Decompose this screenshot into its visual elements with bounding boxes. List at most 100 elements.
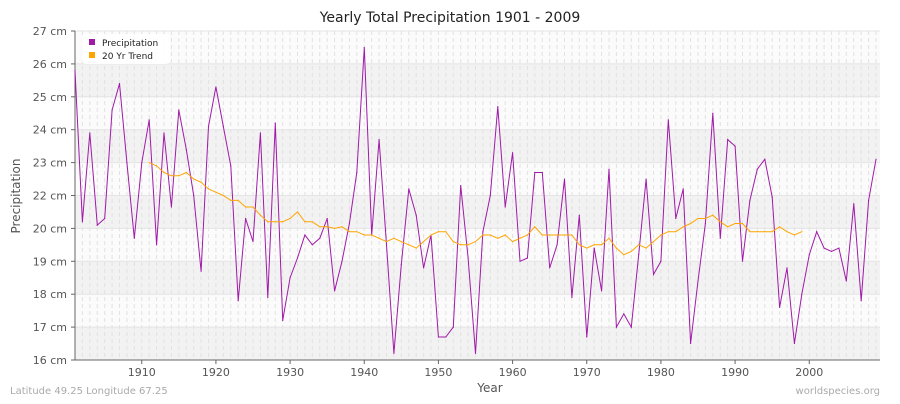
- trend-point: [393, 237, 395, 239]
- precipitation-point: [764, 158, 766, 160]
- precipitation-point: [741, 260, 744, 262]
- precipitation-point: [445, 336, 447, 338]
- x-axis-label: Year: [476, 381, 502, 395]
- y-tick-label: 16 cm: [33, 354, 67, 367]
- trend-point: [489, 234, 491, 236]
- trend-point: [504, 234, 506, 236]
- x-tick-label: 1930: [276, 366, 304, 379]
- precipitation-point: [207, 125, 210, 128]
- legend-label-trend: 20 Yr Trend: [102, 52, 153, 62]
- trend-point: [645, 247, 647, 249]
- precipitation-point: [719, 237, 721, 239]
- precipitation-point: [853, 203, 855, 205]
- precipitation-point: [801, 293, 803, 295]
- trend-point: [170, 175, 173, 177]
- x-tick-label: 1940: [350, 366, 378, 379]
- y-tick-label: 23 cm: [33, 157, 67, 170]
- trend-point: [296, 211, 299, 213]
- precipitation-point: [808, 254, 810, 256]
- trend-point: [727, 226, 729, 228]
- precipitation-point: [571, 296, 573, 299]
- trend-point: [749, 231, 751, 233]
- x-tick-label: 1980: [647, 366, 675, 379]
- precipitation-point: [296, 257, 299, 259]
- y-tick-label: 27 cm: [33, 25, 67, 38]
- trend-point: [163, 171, 165, 174]
- trend-point: [319, 226, 321, 228]
- precipitation-point: [133, 237, 135, 239]
- precipitation-point: [534, 171, 536, 174]
- precipitation-point: [630, 326, 632, 328]
- trend-point: [400, 240, 402, 243]
- trend-point: [600, 244, 603, 246]
- trend-point: [341, 226, 343, 228]
- precipitation-point: [652, 273, 655, 276]
- trend-point: [215, 191, 217, 193]
- y-tick-label: 22 cm: [33, 190, 67, 203]
- precipitation-point: [267, 296, 269, 299]
- legend: Precipitation 20 Yr Trend: [82, 34, 170, 64]
- trend-point: [415, 247, 417, 249]
- legend-box: [82, 34, 170, 64]
- grid-band: [75, 195, 880, 229]
- precipitation-point: [415, 214, 417, 216]
- trend-point: [252, 206, 254, 208]
- precipitation-point: [408, 188, 410, 190]
- trend-point: [304, 221, 306, 223]
- trend-point: [452, 240, 454, 243]
- precipitation-point: [489, 194, 491, 197]
- trend-point: [348, 231, 351, 233]
- trend-point: [534, 226, 536, 228]
- trend-point: [230, 199, 232, 202]
- trend-point: [222, 194, 224, 197]
- trend-point: [549, 234, 551, 236]
- trend-point: [697, 217, 699, 220]
- trend-point: [660, 234, 662, 236]
- grid-band: [75, 261, 880, 295]
- precipitation-point: [104, 217, 106, 220]
- precipitation-point: [400, 263, 402, 266]
- precipitation-point: [437, 336, 440, 338]
- trend-point: [259, 214, 262, 216]
- trend-point: [526, 234, 529, 236]
- precipitation-point: [326, 217, 328, 220]
- y-tick-label: 18 cm: [33, 288, 67, 301]
- precipitation-point: [593, 247, 595, 249]
- precipitation-point: [645, 178, 647, 180]
- trend-point: [519, 237, 521, 239]
- trend-point: [593, 244, 595, 246]
- precipitation-point: [304, 234, 306, 236]
- precipitation-point: [200, 270, 202, 272]
- precipitation-point: [778, 306, 781, 308]
- precipitation-point: [511, 152, 514, 154]
- precipitation-point: [749, 199, 751, 202]
- precipitation-point: [786, 267, 788, 269]
- trend-point: [385, 240, 388, 243]
- x-tick-label: 1910: [128, 366, 156, 379]
- precipitation-point: [422, 267, 425, 269]
- precipitation-point: [875, 158, 877, 160]
- precipitation-point: [697, 280, 699, 282]
- precipitation-point: [563, 178, 566, 180]
- precipitation-point: [74, 69, 76, 72]
- precipitation-point: [526, 257, 529, 259]
- footer-site: worldspecies.org: [796, 386, 880, 397]
- precipitation-point: [170, 206, 173, 208]
- precipitation-point: [141, 162, 143, 164]
- trend-point: [734, 222, 736, 225]
- precipitation-point: [178, 109, 180, 111]
- precipitation-point: [608, 168, 610, 170]
- chart-title: Yearly Total Precipitation 1901 - 2009: [319, 10, 581, 26]
- precipitation-point: [497, 106, 499, 108]
- trend-point: [615, 247, 618, 249]
- x-tick-label: 1960: [499, 366, 527, 379]
- trend-point: [371, 234, 373, 236]
- precipitation-point: [452, 326, 454, 328]
- precipitation-point: [193, 194, 195, 197]
- grid-band: [75, 129, 880, 163]
- trend-point: [719, 221, 721, 223]
- trend-point: [378, 237, 380, 239]
- precipitation-point: [333, 290, 336, 292]
- legend-swatch-trend: [89, 52, 95, 58]
